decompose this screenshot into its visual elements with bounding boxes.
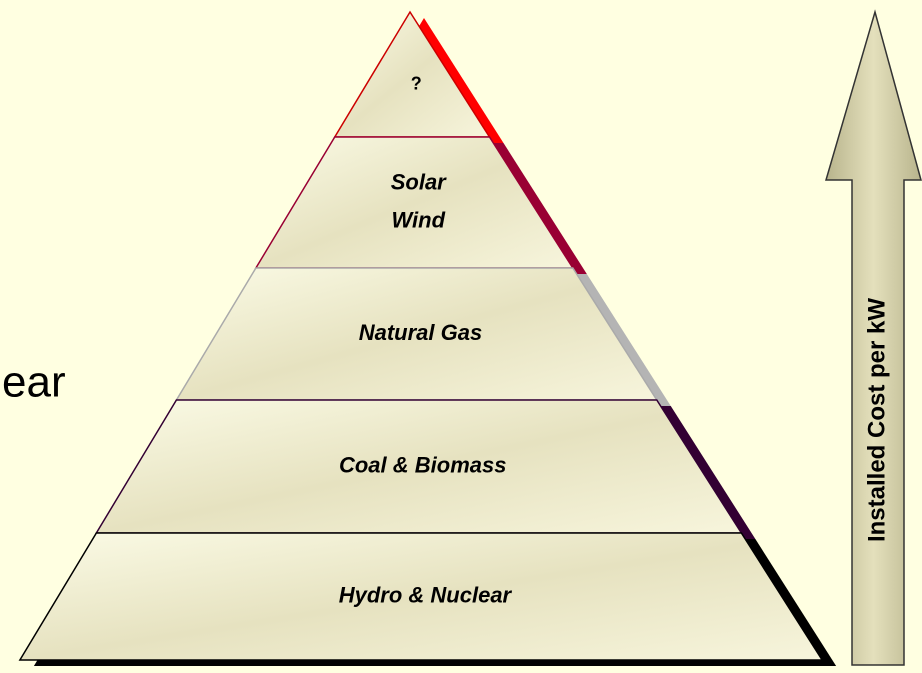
pyramid: ? Solar Wind Natural Gas Coal & Biomass Hydro… xyxy=(18,10,837,666)
layer-label: Coal & Biomass xyxy=(339,452,507,477)
layer-label: Wind xyxy=(391,207,445,232)
layer-label: Natural Gas xyxy=(359,320,483,345)
side-text: ear xyxy=(2,358,66,407)
layer-label: Hydro & Nuclear xyxy=(339,582,513,607)
layer xyxy=(18,532,824,661)
layer-label: Solar xyxy=(391,169,447,194)
layer-label: ? xyxy=(411,73,422,93)
layer xyxy=(254,136,575,269)
arrow-label: Installed Cost per kW xyxy=(863,298,890,542)
cost-arrow xyxy=(825,9,922,666)
